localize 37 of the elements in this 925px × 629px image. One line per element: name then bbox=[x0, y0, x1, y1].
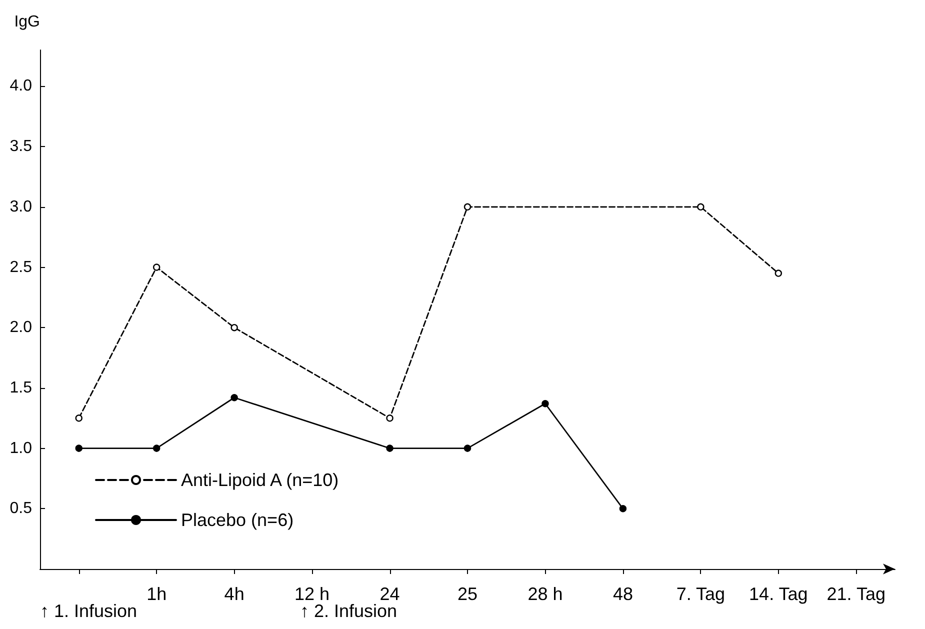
y-tick-label: 1.5 bbox=[10, 379, 32, 396]
point bbox=[542, 400, 549, 408]
point bbox=[774, 270, 782, 277]
x-tick-label: 12 h bbox=[294, 584, 330, 604]
point bbox=[152, 444, 160, 452]
y-tick-label: 4.0 bbox=[10, 78, 32, 95]
point bbox=[386, 414, 394, 422]
point bbox=[75, 414, 82, 422]
point bbox=[75, 444, 82, 452]
x-tick-label: 28 h bbox=[528, 584, 563, 604]
y-tick-label: 2.0 bbox=[10, 319, 32, 336]
y-tick-label: 1.0 bbox=[10, 440, 32, 457]
point bbox=[386, 444, 394, 452]
x-tick-label: 24 bbox=[380, 584, 400, 604]
legend-label: Anti-Lipoid A (n=10) bbox=[181, 470, 339, 490]
text: ↑ 2. Infusion bbox=[300, 601, 398, 621]
point bbox=[152, 264, 160, 271]
x-tick-label: 14. Tag bbox=[749, 584, 808, 604]
x-tick-label: 48 bbox=[612, 584, 633, 604]
point bbox=[619, 505, 627, 512]
point bbox=[230, 394, 238, 402]
point bbox=[230, 324, 238, 332]
point bbox=[464, 203, 472, 211]
x-tick-label: 1h bbox=[146, 584, 167, 604]
legend-label: Placebo (n=6) bbox=[181, 510, 294, 530]
x-tick-label: 7. Tag bbox=[676, 584, 726, 604]
x-tick-label: 25 bbox=[457, 584, 478, 604]
x-tick-label: 21. Tag bbox=[826, 584, 886, 604]
y-tick-label: 3.5 bbox=[10, 138, 32, 156]
y-axis-title: IgG bbox=[14, 14, 40, 30]
point bbox=[464, 444, 472, 452]
x-tick-label: 4h bbox=[224, 584, 244, 604]
y-tick-label: 3.0 bbox=[10, 198, 32, 216]
point bbox=[697, 203, 704, 211]
text: ↑ 1. Infusion bbox=[40, 601, 138, 621]
y-tick-label: 0.5 bbox=[10, 500, 32, 518]
y-tick-label: 2.5 bbox=[10, 258, 32, 276]
